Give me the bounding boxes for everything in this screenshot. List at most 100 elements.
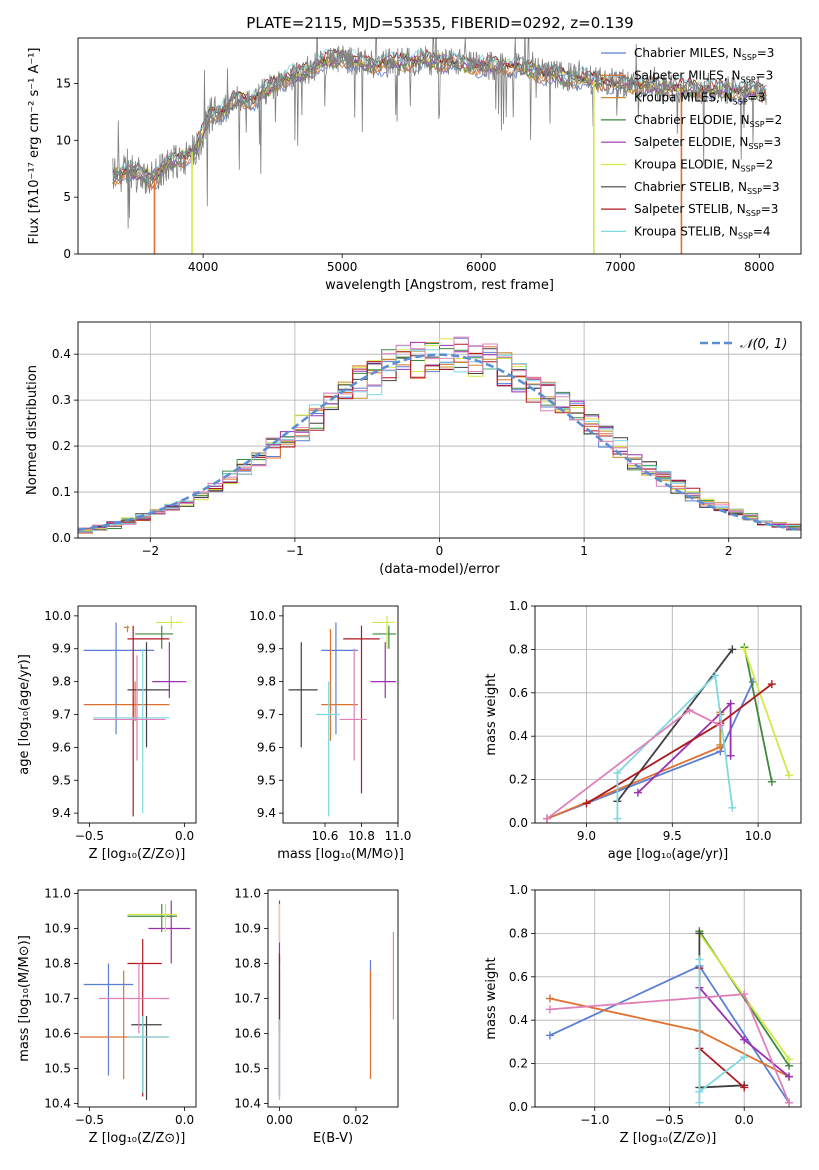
y-tick-label: 10.8 bbox=[44, 957, 71, 971]
histogram-series bbox=[78, 338, 801, 532]
panel-z_age: −0.5 0.0 9.4 9.5 9.6 9.7 9.8 9.9 10.0 Z [log₁₀(Z/… bbox=[17, 605, 197, 862]
y-tick-label: 9.6 bbox=[257, 740, 276, 754]
legend-label: Kroupa STELIB, NSSP=4 bbox=[634, 224, 771, 240]
x-tick-label: −0.5 bbox=[75, 829, 104, 843]
x-tick-label: 11.0 bbox=[385, 829, 412, 843]
x-tick-label: 2 bbox=[725, 544, 733, 558]
y-tick-label: 11.0 bbox=[44, 887, 71, 901]
panel-age_weight: 9.0 9.5 10.0 0.0 0.2 0.4 0.6 0.8 1.0 age [log₁₀(a… bbox=[484, 599, 802, 862]
axes-frame bbox=[534, 605, 802, 824]
weight-series-line bbox=[698, 959, 745, 1103]
y-tick-label: 0.8 bbox=[509, 926, 528, 940]
plot-area bbox=[283, 606, 398, 823]
y-tick-label: 10.5 bbox=[234, 1062, 261, 1076]
x-tick-label: 0.02 bbox=[343, 1113, 370, 1127]
legend-label: Salpeter ELODIE, NSSP=3 bbox=[634, 135, 781, 151]
model-spectrum-line bbox=[112, 48, 767, 180]
y-tick-label: 10.8 bbox=[234, 957, 261, 971]
y-tick-label: 10.0 bbox=[249, 609, 276, 623]
y-tick-label: 1.0 bbox=[509, 599, 528, 613]
weight-series-line bbox=[616, 648, 734, 802]
x-tick-label: 0.0 bbox=[175, 829, 194, 843]
weight-series-line bbox=[616, 673, 734, 819]
x-axis-label: mass [log₁₀(M/M⊙)] bbox=[277, 847, 404, 862]
y-tick-label: 9.5 bbox=[52, 773, 71, 787]
y-tick-label: 0.0 bbox=[509, 1100, 528, 1114]
plot-area bbox=[535, 890, 801, 1107]
y-tick-label: 9.4 bbox=[52, 806, 71, 820]
y-tick-label: 10.5 bbox=[44, 1062, 71, 1076]
x-tick-label: 10.0 bbox=[745, 829, 772, 843]
legend-label: Kroupa ELODIE, NSSP=2 bbox=[634, 158, 773, 174]
x-tick-label: 0.0 bbox=[175, 1113, 194, 1127]
y-tick-label: 0 bbox=[63, 247, 71, 261]
y-tick-label: 9.9 bbox=[257, 642, 276, 656]
y-tick-label: 10.7 bbox=[234, 992, 261, 1006]
x-tick-label: 6000 bbox=[466, 260, 497, 274]
y-tick-label: 10 bbox=[56, 133, 71, 147]
x-tick-label: −2 bbox=[141, 544, 159, 558]
legend-label: 𝒩(0, 1) bbox=[740, 337, 787, 352]
panel-mass_age: 10.6 10.8 11.0 9.4 9.5 9.6 9.7 9.8 9.9 10.0 mass [… bbox=[249, 605, 412, 862]
y-tick-label: 9.8 bbox=[52, 675, 71, 689]
y-axis-label: Flux [fλ10⁻¹⁷ erg cm⁻² s⁻¹ A⁻¹] bbox=[27, 48, 42, 245]
x-tick-label: 8000 bbox=[744, 260, 775, 274]
x-axis-label: (data-model)/error bbox=[379, 562, 500, 577]
histogram-series bbox=[78, 336, 801, 530]
x-tick-label: 0 bbox=[436, 544, 444, 558]
plot-content bbox=[112, 38, 767, 254]
x-axis-label: Z [log₁₀(Z/Z⊙)] bbox=[89, 847, 186, 862]
legend-label: Chabrier STELIB, NSSP=3 bbox=[634, 180, 780, 196]
y-tick-label: 9.9 bbox=[52, 642, 71, 656]
observed-spectrum-line bbox=[112, 38, 767, 229]
figure-title: PLATE=2115, MJD=53535, FIBERID=0292, z=0… bbox=[246, 14, 633, 32]
x-tick-label: 0.0 bbox=[735, 1113, 754, 1127]
y-axis-label: mass weight bbox=[484, 673, 499, 755]
y-axis-label: mass [log₁₀(M/M⊙)] bbox=[17, 935, 32, 1062]
y-axis-label: Normed distribution bbox=[25, 365, 40, 495]
plot-content bbox=[78, 336, 801, 534]
plot-content bbox=[543, 643, 793, 823]
axes-frame bbox=[77, 37, 802, 255]
plot-content bbox=[545, 927, 794, 1107]
x-tick-label: 10.6 bbox=[312, 829, 339, 843]
y-tick-label: 0.0 bbox=[52, 531, 71, 545]
plot-area bbox=[268, 890, 398, 1107]
weight-series-line bbox=[743, 647, 773, 782]
y-tick-label: 9.4 bbox=[257, 806, 276, 820]
y-tick-label: 10.4 bbox=[234, 1097, 261, 1111]
y-tick-label: 10.6 bbox=[44, 1027, 71, 1041]
x-tick-label: −0.5 bbox=[75, 1113, 104, 1127]
y-tick-label: 0.1 bbox=[52, 485, 71, 499]
panel-z_weight: −1.0 −0.5 0.0 0.0 0.2 0.4 0.6 0.8 1.0 Z [log₁₀(Z/… bbox=[484, 883, 802, 1146]
y-tick-label: 10.6 bbox=[234, 1027, 261, 1041]
y-tick-label: 5 bbox=[63, 190, 71, 204]
y-tick-label: 10.9 bbox=[234, 922, 261, 936]
x-tick-label: 1 bbox=[580, 544, 588, 558]
panel-ebv_mass: 0.00 0.02 10.4 10.5 10.6 10.7 10.8 10.9 11.0 E(B-… bbox=[234, 887, 399, 1146]
normal-curve bbox=[78, 353, 799, 532]
x-tick-label: 10.8 bbox=[348, 829, 375, 843]
x-axis-label: E(B-V) bbox=[313, 1131, 353, 1146]
x-tick-label: 0.00 bbox=[266, 1113, 293, 1127]
y-tick-label: 10.7 bbox=[44, 992, 71, 1006]
y-tick-label: 0.8 bbox=[509, 642, 528, 656]
axes-frame bbox=[534, 889, 802, 1108]
legend-label: Salpeter STELIB, NSSP=3 bbox=[634, 202, 778, 218]
x-axis-label: Z [log₁₀(Z/Z⊙)] bbox=[620, 1131, 717, 1146]
legend-label: Salpeter MILES, NSSP=3 bbox=[634, 68, 773, 84]
y-tick-label: 0.4 bbox=[509, 729, 528, 743]
axes-frame bbox=[77, 605, 197, 824]
legend-label: Kroupa MILES, NSSP=3 bbox=[634, 91, 765, 107]
plot-content bbox=[278, 900, 395, 1100]
x-tick-label: 5000 bbox=[327, 260, 358, 274]
weight-series-line bbox=[743, 649, 790, 776]
y-tick-label: 0.2 bbox=[509, 773, 528, 787]
y-axis-label: age [log₁₀(age/yr)] bbox=[17, 654, 32, 775]
x-tick-label: 7000 bbox=[605, 260, 636, 274]
y-tick-label: 9.5 bbox=[257, 773, 276, 787]
legend-label: Chabrier ELODIE, NSSP=2 bbox=[634, 113, 782, 129]
y-tick-label: 0.4 bbox=[52, 347, 71, 361]
